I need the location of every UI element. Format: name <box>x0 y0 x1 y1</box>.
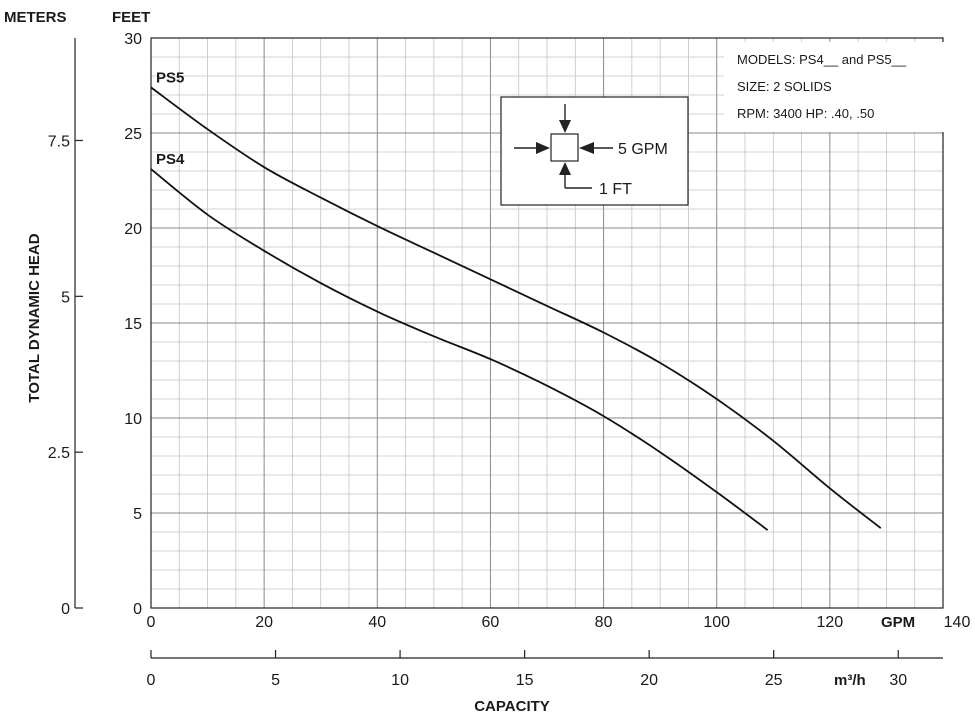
x-tick-label: 120 <box>817 614 844 631</box>
scale-key: 5 GPM 1 FT <box>500 96 689 206</box>
arrow-left-icon <box>579 142 594 154</box>
plot-frame <box>150 37 944 609</box>
arrow-down-icon <box>559 120 571 133</box>
y-tick-label: 25 <box>124 126 142 143</box>
feet-axis-ticks: 0 5 10 15 20 25 30 <box>124 31 142 618</box>
y-axis-title: TOTAL DYNAMIC HEAD <box>26 233 43 402</box>
x-secondary-tick-label: 30 <box>889 672 907 689</box>
scale-key-gpm-label: 5 GPM <box>618 141 668 158</box>
y-tick-label: 5 <box>133 506 142 523</box>
y-tick-label: 20 <box>124 221 142 238</box>
m3h-axis-ticks: 0 5 10 15 20 25 30 <box>147 650 907 689</box>
y-secondary-tick-label: 2.5 <box>48 445 70 462</box>
x-tick-label: 40 <box>368 614 386 631</box>
curve-ps5 <box>150 86 882 529</box>
info-box <box>724 42 944 132</box>
x-secondary-unit-label: m³/h <box>834 672 866 689</box>
info-size: SIZE: 2 SOLIDS <box>737 79 832 94</box>
info-rpm-hp: RPM: 3400 HP: .40, .50 <box>737 106 874 121</box>
x-axis-title: CAPACITY <box>474 698 550 715</box>
curve-ps4 <box>150 168 769 531</box>
y-tick-label: 30 <box>124 31 142 48</box>
x-tick-label: 0 <box>147 614 156 631</box>
x-tick-label: 20 <box>255 614 273 631</box>
meters-axis-ticks: 0 2.5 5 7.5 <box>48 133 83 618</box>
x-tick-label: 60 <box>482 614 500 631</box>
x-tick-label: 100 <box>703 614 730 631</box>
y-secondary-tick-label: 5 <box>61 289 70 306</box>
x-tick-label: 140 <box>944 614 971 631</box>
y-tick-label: 15 <box>124 316 142 333</box>
x-secondary-tick-label: 10 <box>391 672 409 689</box>
x-tick-label: 80 <box>595 614 613 631</box>
scale-key-ft-label: 1 FT <box>599 181 632 198</box>
x-secondary-tick-label: 5 <box>271 672 280 689</box>
series-label-ps5: PS5 <box>156 69 184 86</box>
x-secondary-tick-label: 20 <box>640 672 658 689</box>
info-models: MODELS: PS4__ and PS5__ <box>737 52 907 67</box>
x-secondary-tick-label: 15 <box>516 672 534 689</box>
arrow-up-icon <box>559 162 571 175</box>
y-secondary-tick-label: 7.5 <box>48 133 70 150</box>
y-primary-unit-label: FEET <box>112 9 150 26</box>
y-tick-label: 10 <box>124 411 142 428</box>
y-secondary-tick-label: 0 <box>61 601 70 618</box>
scale-square <box>550 133 579 162</box>
arrow-right-icon <box>536 142 550 154</box>
x-primary-unit-label: GPM <box>881 614 915 631</box>
y-secondary-unit-label: METERS <box>4 9 67 26</box>
curves <box>150 86 882 531</box>
x-secondary-tick-label: 25 <box>765 672 783 689</box>
x-secondary-tick-label: 0 <box>147 672 156 689</box>
series-label-ps4: PS4 <box>156 151 185 168</box>
gpm-axis-ticks: 0 20 40 60 80 100 120 140 <box>147 614 971 631</box>
y-tick-label: 0 <box>133 601 142 618</box>
